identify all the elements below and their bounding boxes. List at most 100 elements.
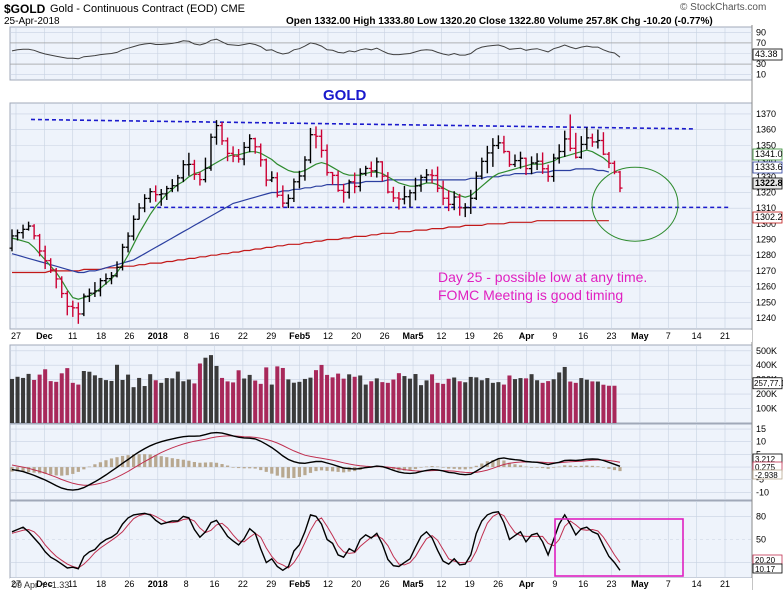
price-time-axis-tick-label: 27 <box>11 331 21 341</box>
price-time-axis-tick-label: 21 <box>720 331 730 341</box>
stoch-time-axis-tick-label: 18 <box>96 579 106 589</box>
price-time-axis-tick-label: 23 <box>607 331 617 341</box>
macd-histogram-bar <box>109 458 114 468</box>
volume-bar <box>468 376 473 423</box>
macd-histogram-bar <box>541 467 545 469</box>
volume-bar <box>269 384 274 423</box>
macd-histogram-bar <box>275 467 279 476</box>
sma-slow-line <box>12 220 609 274</box>
macd-histogram-bar <box>10 467 14 472</box>
volume-bar <box>148 374 153 423</box>
volume-bar <box>490 382 495 423</box>
macd-signal-line <box>11 435 621 486</box>
macd-histogram-bar <box>563 465 567 468</box>
macd-value-label: 0.275 <box>755 463 776 472</box>
volume-bar <box>308 377 313 423</box>
macd-tick-label: -10 <box>756 487 769 497</box>
macd-histogram-bar <box>225 465 230 468</box>
price-time-axis-tick-label: Dec <box>36 331 53 341</box>
macd-histogram-bar <box>259 467 263 471</box>
macd-value-box <box>752 469 783 480</box>
macd-value-label: 3.212 <box>755 455 776 464</box>
macd-histogram-bar <box>380 467 384 468</box>
volume-bar <box>435 382 440 423</box>
macd-histogram-bar <box>618 467 622 472</box>
volume-bar <box>590 381 595 423</box>
rsi-tick-label: 30 <box>756 59 766 69</box>
stoch-time-axis-tick-label: 2018 <box>148 579 168 589</box>
volume-bar <box>485 378 490 423</box>
macd-histogram-bar <box>115 457 119 468</box>
volume-bar <box>601 384 606 423</box>
volume-bar <box>479 380 484 423</box>
macd-histogram-bar <box>474 465 478 468</box>
volume-bar <box>369 381 374 423</box>
volume-bar <box>302 378 307 423</box>
macd-histogram-bar <box>347 467 351 472</box>
volume-bar <box>65 368 70 423</box>
macd-histogram-bar <box>43 467 47 474</box>
volume-bar <box>258 383 263 423</box>
price-time-axis-tick-label: 8 <box>184 331 189 341</box>
price-tick-label: 1330 <box>756 172 776 182</box>
macd-histogram-bar <box>93 464 97 468</box>
macd-histogram-bar <box>126 455 130 468</box>
header-date: 25-Apr-2018 <box>4 16 60 27</box>
stoch-time-axis-tick-label: 12 <box>436 579 446 589</box>
header-brand[interactable]: © StockCharts.com <box>680 2 767 13</box>
volume-value-label: 257,77.1 <box>754 379 783 388</box>
price-time-axis-bg <box>10 330 752 342</box>
volume-bar <box>584 379 589 423</box>
volume-bar <box>208 355 213 423</box>
macd-histogram-bar <box>585 465 589 468</box>
macd-histogram-bar <box>292 467 296 478</box>
volume-bar <box>568 381 573 423</box>
macd-histogram-bar <box>308 467 313 473</box>
volume-bar <box>380 382 385 423</box>
header-ohlc: Open 1332.00 High 1333.80 Low 1320.20 Cl… <box>286 16 713 27</box>
volume-tick-label: 100K <box>756 404 777 414</box>
header-name: Gold - Continuous Contract (EOD) CME <box>50 3 246 15</box>
footer-label: 09 Apr Y -1.33 <box>12 580 70 590</box>
volume-bar <box>264 367 269 423</box>
volume-bar <box>21 377 26 423</box>
price-tick-label: 1360 <box>756 125 776 135</box>
volume-bar <box>120 379 125 423</box>
price-time-axis-tick-label: 26 <box>124 331 134 341</box>
macd-histogram-bar <box>491 459 495 468</box>
macd-histogram-bar <box>557 466 561 468</box>
macd-histogram-bar <box>430 466 434 468</box>
macd-histogram-bar <box>552 467 556 468</box>
macd-histogram-bar <box>424 466 429 468</box>
rsi-tick-label: 10 <box>756 70 766 80</box>
stoch-time-axis-tick-label: 14 <box>692 579 702 589</box>
rsi-value-box <box>752 48 783 61</box>
price-tick-label: 1290 <box>756 235 776 245</box>
macd-histogram-bar <box>38 467 42 474</box>
macd-tick-label: 15 <box>756 424 766 434</box>
volume-bar <box>103 380 108 423</box>
macd-histogram-bar <box>181 459 185 468</box>
stoch-time-axis-tick-label: 7 <box>666 579 671 589</box>
volume-bar <box>396 373 401 423</box>
macd-histogram-bar <box>546 467 550 469</box>
header-symbol: $GOLD <box>4 2 46 16</box>
macd-histogram-bar <box>26 467 31 473</box>
sma-slow-value-label: 1302.2 <box>755 212 783 222</box>
volume-bar <box>48 381 53 423</box>
volume-bar <box>192 383 197 423</box>
volume-bar <box>297 381 302 423</box>
volume-bar <box>551 379 556 423</box>
price-tick-label: 1280 <box>756 250 776 260</box>
price-time-axis-tick-label: 26 <box>493 331 503 341</box>
macd-histogram-bar <box>408 467 412 471</box>
volume-bar <box>197 363 202 423</box>
resistance-trendline <box>30 118 696 130</box>
note-line2: FOMC Meeting is good timing <box>438 287 624 303</box>
price-time-axis-tick-label: Apr <box>519 331 535 341</box>
volume-bar <box>557 372 562 423</box>
volume-bar <box>142 386 147 423</box>
macd-histogram-bar <box>441 467 445 468</box>
stoch-d-line <box>11 512 621 569</box>
